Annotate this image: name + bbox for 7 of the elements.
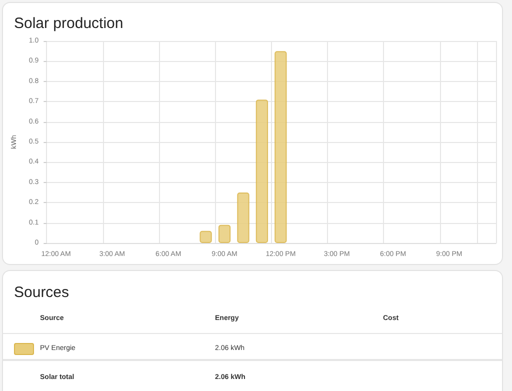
bar xyxy=(218,224,231,243)
bar xyxy=(200,230,212,243)
chart-title: Solar production xyxy=(14,15,124,32)
text: Sources xyxy=(14,284,70,301)
bar xyxy=(237,192,250,243)
bar xyxy=(274,51,287,243)
bar xyxy=(256,100,268,243)
